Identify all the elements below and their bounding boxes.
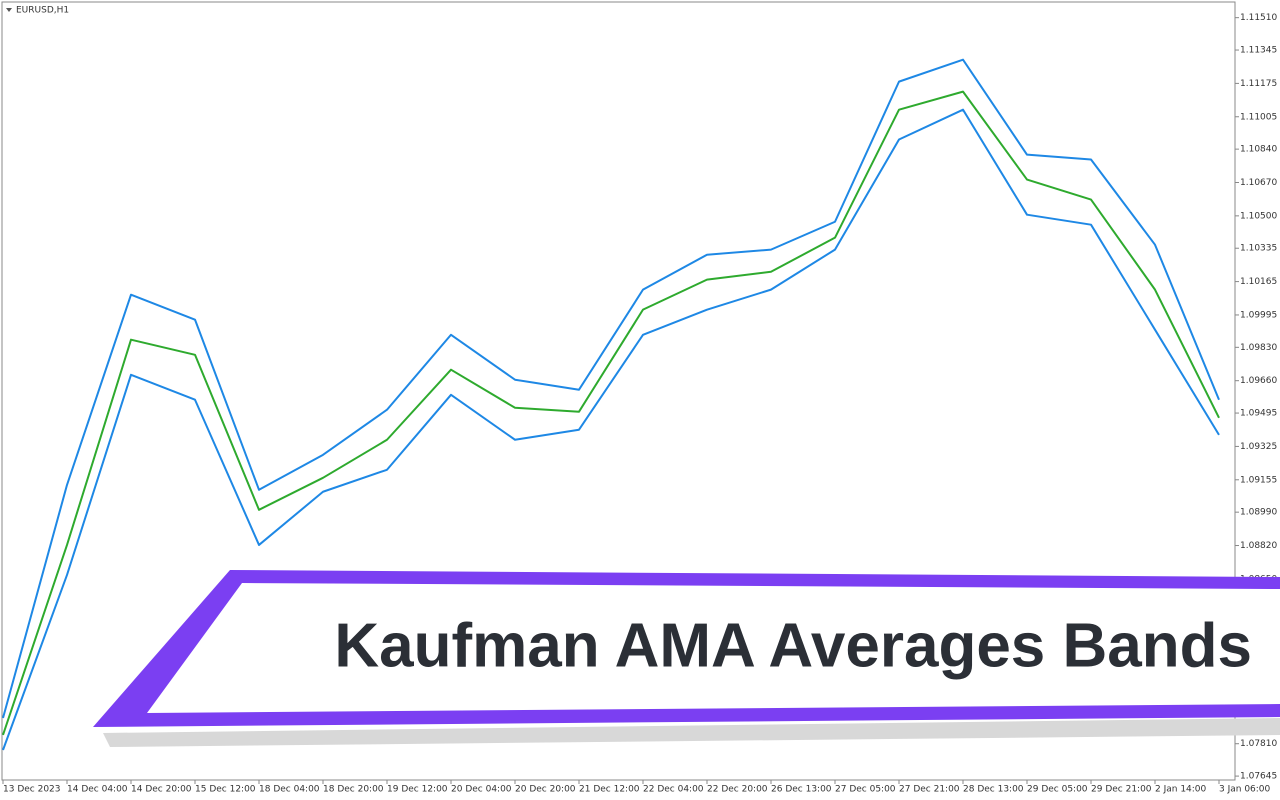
y-tick-label: 1.11005: [1240, 112, 1277, 122]
y-tick-label: 1.11175: [1240, 79, 1277, 89]
banner-body: [147, 583, 1280, 713]
y-tick-label: 1.09325: [1240, 442, 1277, 452]
x-tick-label: 26 Dec 13:00: [771, 785, 832, 795]
x-tick-label: 19 Dec 12:00: [387, 785, 448, 795]
series-line: [2, 58, 1220, 719]
x-tick-label: 15 Dec 12:00: [195, 785, 256, 795]
y-tick-label: 1.10165: [1240, 277, 1277, 287]
y-tick-label: 1.11510: [1240, 13, 1277, 23]
y-tick-label: 1.10840: [1240, 145, 1277, 155]
symbol-arrow: [6, 8, 12, 12]
y-tick-label: 1.09660: [1240, 376, 1277, 386]
x-tick-label: 20 Dec 20:00: [515, 785, 576, 795]
x-tick-label: 3 Jan 06:00: [1219, 785, 1271, 795]
x-tick-label: 28 Dec 13:00: [963, 785, 1024, 795]
x-tick-label: 14 Dec 04:00: [67, 785, 128, 795]
y-tick-label: 1.10335: [1240, 244, 1277, 254]
banner-shadow: [103, 718, 1280, 747]
x-tick-label: 2 Jan 14:00: [1155, 785, 1207, 795]
y-tick-label: 1.10500: [1240, 211, 1277, 221]
y-tick-label: 1.10670: [1240, 178, 1277, 188]
x-tick-label: 18 Dec 04:00: [259, 785, 320, 795]
series-line: [2, 108, 1220, 751]
x-tick-label: 18 Dec 20:00: [323, 785, 384, 795]
y-tick-label: 1.09495: [1240, 409, 1277, 419]
y-tick-label: 1.08990: [1240, 508, 1277, 518]
y-tick-label: 1.11345: [1240, 46, 1277, 56]
x-tick-label: 27 Dec 05:00: [835, 785, 896, 795]
x-tick-label: 13 Dec 2023: [3, 785, 61, 795]
x-tick-label: 22 Dec 04:00: [643, 785, 704, 795]
x-tick-label: 21 Dec 12:00: [579, 785, 640, 795]
y-tick-label: 1.09155: [1240, 475, 1277, 485]
series-line: [2, 90, 1220, 736]
x-tick-label: 29 Dec 21:00: [1091, 785, 1152, 795]
plot: 1.11510 1.11345 1.11175 1.11005 1.10840 1.106…: [2, 13, 1277, 795]
x-tick-label: 29 Dec 05:00: [1027, 785, 1088, 795]
y-tick-label: 1.09830: [1240, 343, 1277, 353]
x-tick-label: 22 Dec 20:00: [707, 785, 768, 795]
y-tick-label: 1.08820: [1240, 541, 1277, 551]
y-tick-label: 1.09995: [1240, 310, 1277, 320]
banner-title: Kaufman AMA Averages Bands: [334, 611, 1252, 680]
y-tick-label: 1.07810: [1240, 739, 1277, 749]
x-tick-label: 27 Dec 21:00: [899, 785, 960, 795]
x-tick-label: 20 Dec 04:00: [451, 785, 512, 795]
x-tick-label: 14 Dec 20:00: [131, 785, 192, 795]
chart-title: EURUSD,H1: [16, 6, 69, 16]
y-tick-label: 1.07645: [1240, 772, 1277, 782]
